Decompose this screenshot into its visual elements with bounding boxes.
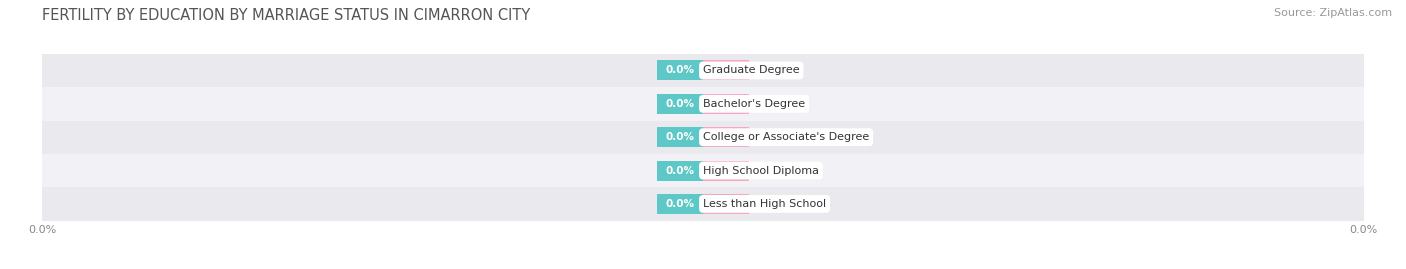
Text: 0.0%: 0.0% [711,65,741,76]
Text: 0.0%: 0.0% [711,99,741,109]
Text: 0.0%: 0.0% [665,99,695,109]
Bar [657,161,703,180]
Text: High School Diploma: High School Diploma [703,165,820,176]
Text: FERTILITY BY EDUCATION BY MARRIAGE STATUS IN CIMARRON CITY: FERTILITY BY EDUCATION BY MARRIAGE STATU… [42,8,530,23]
Bar [657,127,703,147]
Bar [42,187,1364,221]
Text: 0.0%: 0.0% [711,132,741,142]
Bar [703,194,749,214]
Bar [703,94,749,114]
Bar [42,54,1364,87]
Text: Less than High School: Less than High School [703,199,827,209]
Text: 0.0%: 0.0% [711,165,741,176]
Text: 0.0%: 0.0% [665,65,695,76]
Text: 0.0%: 0.0% [665,165,695,176]
Text: College or Associate's Degree: College or Associate's Degree [703,132,869,142]
Bar [42,87,1364,121]
Bar [42,121,1364,154]
Bar [657,94,703,114]
Text: 0.0%: 0.0% [711,199,741,209]
Bar [42,154,1364,187]
Bar [703,61,749,80]
Text: 0.0%: 0.0% [665,132,695,142]
Bar [703,161,749,180]
Bar [657,194,703,214]
Text: 0.0%: 0.0% [665,199,695,209]
Bar [703,127,749,147]
Bar [657,61,703,80]
Text: Bachelor's Degree: Bachelor's Degree [703,99,806,109]
Text: Source: ZipAtlas.com: Source: ZipAtlas.com [1274,8,1392,18]
Text: Graduate Degree: Graduate Degree [703,65,800,76]
